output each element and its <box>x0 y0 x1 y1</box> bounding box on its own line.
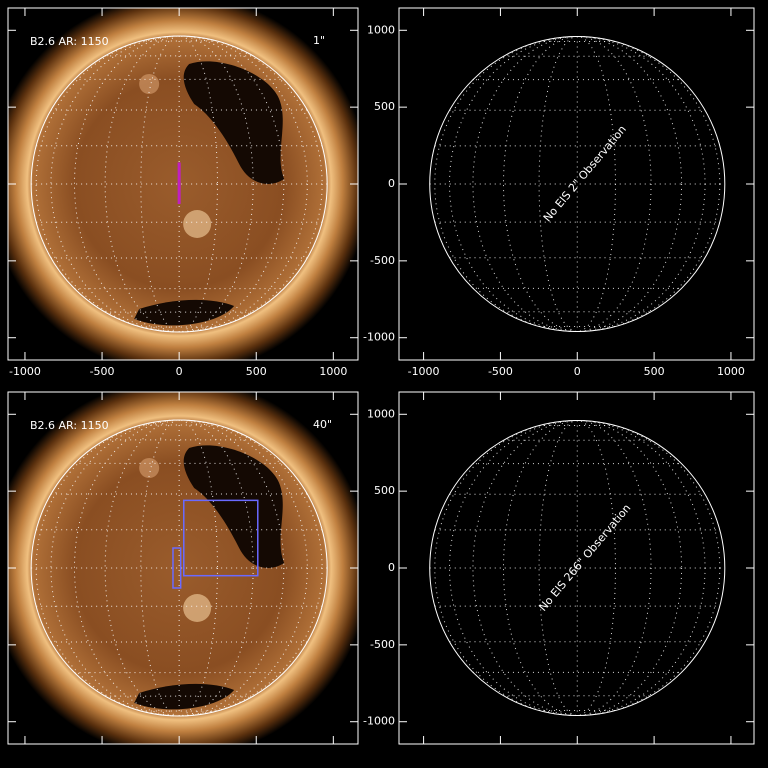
y-tick-label: -500 <box>370 638 395 651</box>
y-tick-label: -1000 <box>363 331 395 344</box>
resolution-label: 40" <box>313 418 332 431</box>
disk <box>8 392 358 744</box>
longitude-line <box>50 35 308 333</box>
y-tick-label: 1000 <box>367 23 395 36</box>
active-region <box>183 594 212 622</box>
image <box>8 392 358 744</box>
slit-overlay <box>177 162 181 204</box>
coronal-hole <box>183 445 285 568</box>
coronal-hole <box>183 61 285 184</box>
y-tick-label: 500 <box>374 484 395 497</box>
y-tick-label: -1000 <box>363 715 395 728</box>
x-tick-label: -1000 <box>9 365 41 378</box>
y-tick-label: -500 <box>370 254 395 267</box>
longitude-line <box>104 35 254 333</box>
longitude-line <box>104 419 254 717</box>
x-tick-label: 500 <box>644 365 665 378</box>
x-tick-label: 1000 <box>319 365 347 378</box>
longitude-line <box>73 35 285 333</box>
x-tick-label: -500 <box>488 365 513 378</box>
resolution-label: 1" <box>313 34 325 47</box>
raster-overlay <box>172 547 182 589</box>
active-region <box>139 458 160 478</box>
y-tick-label: 0 <box>388 561 395 574</box>
x-tick-label: 1000 <box>717 365 745 378</box>
panel: -1000 -500 0 500 1000 B2.6 AR: 1150 1" <box>7 7 359 378</box>
panel: B2.6 AR: 1150 40" <box>7 391 359 745</box>
x-tick-label: -500 <box>90 365 115 378</box>
y-tick-label: 0 <box>388 177 395 190</box>
x-tick-label: -1000 <box>408 365 440 378</box>
x-tick-label: 0 <box>176 365 183 378</box>
y-tick-label: 1000 <box>367 407 395 420</box>
y-tick-label: 500 <box>374 100 395 113</box>
longitude-line <box>50 419 308 717</box>
longitude-line <box>73 419 285 717</box>
active-region <box>139 74 160 94</box>
disk <box>8 8 358 360</box>
panel-label: B2.6 AR: 1150 <box>30 419 109 432</box>
panel-label: B2.6 AR: 1150 <box>30 35 109 48</box>
x-tick-label: 0 <box>574 365 581 378</box>
image <box>8 8 358 360</box>
active-region <box>183 210 212 238</box>
raster-overlay <box>183 499 259 577</box>
x-tick-label: 500 <box>246 365 267 378</box>
